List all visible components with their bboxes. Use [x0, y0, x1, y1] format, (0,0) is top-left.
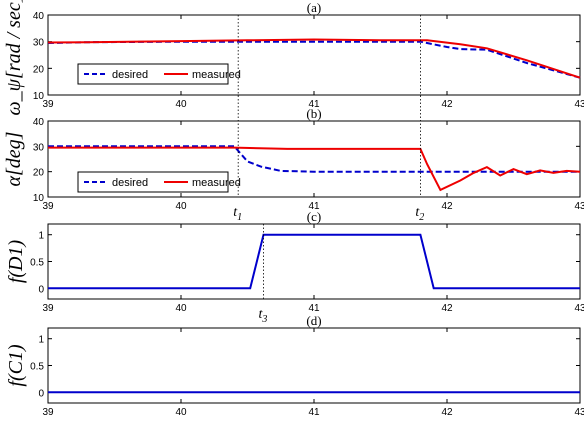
y-tick-label: 1 — [38, 335, 44, 346]
x-tick-label: 41 — [308, 99, 320, 110]
y-tick-label: 0.5 — [30, 362, 44, 373]
series-line-signal — [48, 233, 580, 290]
y-tick-label: 0 — [38, 388, 44, 399]
y-tick-label: 0 — [38, 284, 44, 295]
x-tick-label: 42 — [441, 99, 453, 110]
panel-label: (b) — [306, 106, 321, 121]
legend-box — [77, 63, 229, 85]
y-tick-label: 20 — [33, 168, 45, 179]
x-tick-label: 43 — [574, 407, 584, 418]
y-axis-label: α[deg] — [3, 132, 25, 187]
marker-label: t2 — [415, 205, 424, 223]
legend-entry: measured — [192, 177, 241, 189]
x-tick-label: 39 — [42, 407, 54, 418]
x-tick-label: 40 — [175, 303, 187, 314]
y-tick-label: 1 — [38, 231, 44, 242]
x-tick-label: 43 — [574, 201, 584, 212]
x-tick-label: 40 — [175, 407, 187, 418]
x-tick-label: 39 — [42, 303, 54, 314]
y-tick-label: 30 — [33, 142, 45, 153]
y-tick-label: 10 — [33, 193, 45, 204]
marker-label: t1 — [233, 205, 242, 223]
x-tick-label: 42 — [441, 303, 453, 314]
panel-label: (d) — [306, 313, 321, 328]
x-tick-label: 39 — [42, 201, 54, 212]
y-tick-label: 40 — [33, 117, 45, 128]
y-axis-label: ω_ψ[rad / sec] — [3, 0, 25, 116]
legend-box — [77, 171, 229, 193]
marker-label-sub: 3 — [261, 314, 267, 325]
x-tick-label: 42 — [441, 407, 453, 418]
y-tick-label: 0.5 — [30, 258, 44, 269]
x-tick-label: 40 — [175, 201, 187, 212]
x-tick-label: 41 — [308, 201, 320, 212]
marker-label-sub: 2 — [419, 212, 424, 223]
x-tick-label: 42 — [441, 201, 453, 212]
plot-area-d — [47, 327, 581, 404]
x-tick-label: 39 — [42, 99, 54, 110]
y-tick-label: 30 — [33, 38, 45, 49]
y-tick-label: 40 — [33, 11, 45, 22]
panel-label: (a) — [307, 0, 321, 15]
marker-label-sub: 1 — [237, 212, 242, 223]
legend: desired measured — [77, 171, 241, 193]
y-tick-label: 10 — [33, 91, 45, 102]
x-tick-label: 43 — [574, 99, 584, 110]
legend-entry: desired — [112, 69, 148, 81]
marker-label-main: t — [415, 205, 420, 220]
x-tick-label: 41 — [308, 407, 320, 418]
panel-label: (c) — [307, 209, 321, 224]
legend: desired measured — [77, 63, 241, 85]
x-tick-label: 40 — [175, 99, 187, 110]
panel-d: 39 40 41 42 43 0 0.5 1 f(C1) (d) — [5, 313, 584, 418]
y-axis-label: f(D1) — [5, 240, 27, 284]
panel-b: 39 40 41 42 43 10 20 30 40 α[deg] (b) desired measur… — [3, 106, 584, 212]
plot-area-c — [47, 223, 581, 300]
y-axis-label: f(C1) — [5, 344, 27, 387]
legend-entry: desired — [112, 177, 148, 189]
panel-c: 39 40 41 42 43 0 0.5 1 f(D1) (c) — [5, 209, 584, 314]
marker-label-main: t — [233, 205, 238, 220]
x-tick-label: 41 — [308, 303, 320, 314]
series-line-desired — [48, 145, 580, 173]
legend-entry: measured — [192, 69, 241, 81]
marker-label: t3 — [258, 307, 267, 325]
x-tick-label: 43 — [574, 303, 584, 314]
y-tick-label: 20 — [33, 64, 45, 75]
series-line-measured — [48, 146, 581, 192]
panel-a: 39 40 41 42 43 10 20 30 40 ω_ψ[rad / sec] (a) desir… — [3, 0, 584, 116]
series-line-measured — [47, 38, 581, 79]
marker-label-main: t — [258, 307, 263, 322]
